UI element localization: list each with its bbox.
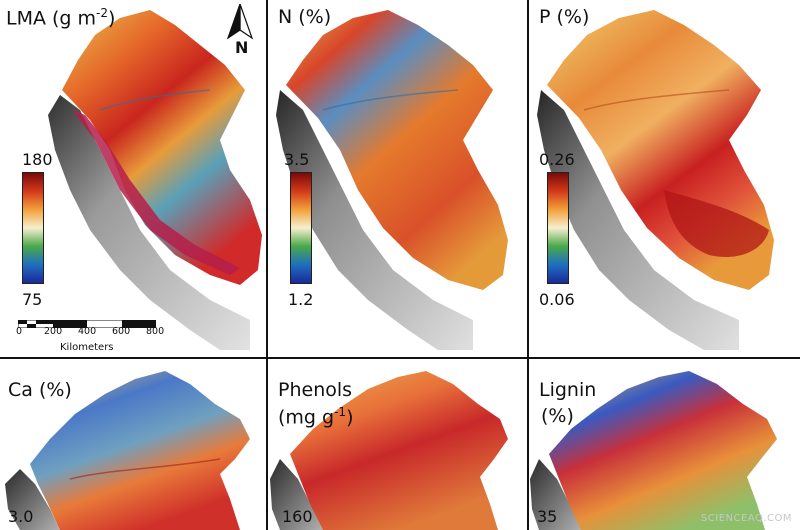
title-line2-main: (mg g [278, 406, 335, 429]
scale-tick-800: 800 [146, 326, 165, 337]
map-n [276, 10, 508, 350]
colorbar-n [290, 172, 312, 284]
colorbar-max-phenols: 160 [282, 507, 313, 526]
coast-relief-ca [5, 469, 60, 530]
divider-v2 [527, 0, 529, 530]
divider-v1 [266, 0, 268, 530]
river-p [583, 89, 730, 111]
scale-tick-400: 400 [78, 326, 97, 337]
colorbar-min-n: 1.2 [288, 290, 314, 309]
scale-bar [17, 315, 157, 329]
panel-phenols: Phenols (mg g-1) 160 [268, 359, 527, 530]
title-end: ) [108, 7, 116, 30]
panel-title-phenols-unit: (mg g-1) [278, 405, 353, 429]
river-lma [99, 89, 211, 111]
panel-title-phenols: Phenols [278, 379, 353, 401]
panel-lignin: Lignin (%) 35 [529, 359, 800, 530]
colorbar-max-n: 3.5 [284, 150, 310, 169]
north-arrow-icon [226, 3, 254, 40]
panel-title-ca: Ca (%) [8, 379, 72, 401]
coast-relief-p [537, 90, 739, 350]
colorbar-min-p: 0.06 [539, 290, 575, 309]
panel-n: N (%) 3.5 1.2 [268, 0, 527, 357]
scale-tick-600: 600 [112, 326, 131, 337]
colorbar-max-lignin: 35 [537, 507, 558, 526]
hotspot-p [664, 190, 769, 258]
river-n [322, 89, 459, 111]
panel-ca: Ca (%) 3.0 [0, 359, 266, 530]
scale-tick-200: 200 [44, 326, 63, 337]
andes-ridge-lma [72, 110, 240, 275]
map-phenols [270, 371, 508, 530]
colorbar-min-lma: 75 [22, 290, 43, 309]
panel-title-n: N (%) [278, 6, 332, 28]
colorbar-lma [22, 172, 44, 284]
amazon-region-lignin [549, 371, 777, 530]
coast-relief-lma [48, 95, 250, 350]
coast-relief-lignin [530, 459, 582, 530]
amazon-region-lma [62, 10, 262, 285]
map-lma [48, 10, 262, 350]
panel-title-p: P (%) [539, 6, 590, 28]
title-line2-end: ) [346, 406, 354, 429]
coast-relief-phenols [270, 459, 323, 530]
colorbar-p [547, 172, 569, 284]
north-label: N [235, 38, 249, 57]
panel-title-lignin-unit: (%) [541, 405, 574, 427]
scale-tick-0: 0 [16, 326, 23, 337]
colorbar-max-lma: 180 [22, 150, 53, 169]
panel-p: P (%) 0.26 0.06 [529, 0, 800, 357]
title-line2-sup: -1 [334, 405, 347, 419]
colorbar-max-p: 0.26 [539, 150, 575, 169]
panel-lma: LMA (g m-2) 180 75 0 200 400 600 800 Kil… [0, 0, 266, 357]
coast-relief-n [276, 90, 473, 350]
divider-h [0, 357, 800, 359]
scale-unit-label: Kilometers [60, 342, 114, 353]
river-ca [69, 458, 221, 480]
panel-title-lignin: Lignin [539, 379, 597, 401]
colorbar-max-ca: 3.0 [8, 507, 34, 526]
amazon-region-phenols [290, 371, 508, 530]
map-lignin [530, 371, 777, 530]
title-main: LMA (g m [6, 7, 97, 30]
panel-title-lma: LMA (g m-2) [6, 6, 115, 30]
amazon-region-ca [30, 371, 250, 530]
watermark: SCIENCEAQ.COM [700, 513, 792, 524]
title-sup: -2 [96, 6, 109, 20]
amazon-region-n [286, 10, 508, 290]
map-ca [5, 371, 250, 530]
map-p [537, 10, 774, 350]
